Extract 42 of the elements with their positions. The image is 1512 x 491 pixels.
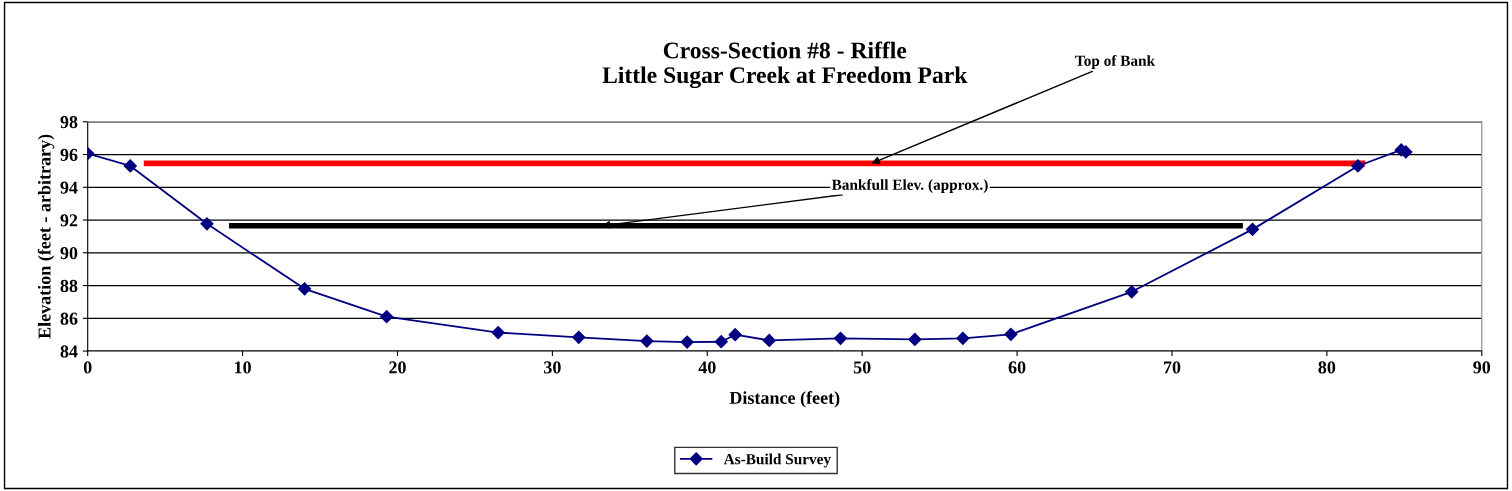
x-tick-label: 80 [1318,361,1336,374]
y-tick-label: 98 [60,116,78,129]
annotation: Bankfull Elev. (approx.) [831,178,988,194]
x-tick-label: 90 [1473,361,1491,374]
y-tick-label: 92 [60,214,78,227]
x-axis-title: Distance (feet) [729,391,840,408]
point [1125,285,1139,299]
y-tick-label: 90 [60,247,78,260]
point [714,335,728,349]
point [956,331,970,345]
point [380,310,394,324]
point [762,333,776,348]
point [123,159,137,173]
y-tick-label: 96 [60,148,78,161]
x-tick-label: 0 [83,361,92,374]
x-tick-label: 10 [235,361,251,374]
x-tick-label: 30 [544,361,561,374]
point [1004,327,1018,341]
point [297,282,312,296]
point [833,331,848,345]
y-axis-title: Elevation (feet - arbitrary) [37,134,55,339]
legend-label: As-Build Survey [723,453,831,468]
chart-title: Cross-Section #8 - Riffle Little Sugar Creek at Freedom Park [602,41,968,89]
point [200,217,214,231]
x-tick-label: 70 [1163,361,1181,374]
point [1351,159,1365,173]
annotation: Top of Bank [1075,54,1156,70]
point [1245,222,1260,236]
y-tick-label: 86 [60,312,78,325]
point [908,332,922,347]
y-tick-label: 88 [60,279,78,292]
point [640,334,654,348]
point [728,328,742,342]
x-tick-label: 20 [389,361,406,374]
y-tick-label: 84 [60,345,78,358]
point [491,325,505,340]
point [680,335,694,349]
x-tick-label: 50 [853,361,871,374]
y-tick-label: 94 [60,181,78,194]
point [572,330,586,344]
x-tick-label: 60 [1008,361,1026,374]
x-tick-label: 40 [698,361,716,374]
